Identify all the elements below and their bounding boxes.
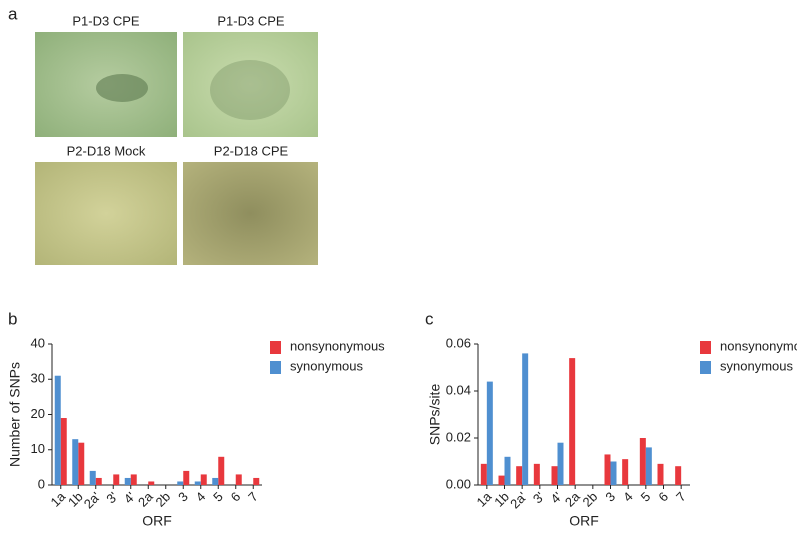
panel-label: a [8, 4, 18, 23]
bar [645, 447, 652, 485]
bar [124, 477, 131, 485]
micrograph [183, 32, 318, 137]
y-tick-label: 0.00 [446, 476, 471, 491]
y-tick-label: 0.04 [446, 382, 471, 397]
legend-swatch [700, 341, 711, 354]
x-tick-label: 4 [620, 489, 636, 505]
bar [569, 358, 576, 485]
bar [486, 381, 493, 485]
bar [533, 463, 540, 485]
bar [183, 470, 190, 485]
micrograph [183, 162, 318, 265]
bar [212, 477, 219, 485]
y-axis-label: SNPs/site [427, 384, 443, 446]
bar [557, 442, 564, 485]
x-tick-label: 7 [245, 489, 261, 505]
legend-label: nonsynonymous [290, 338, 385, 353]
bar [78, 442, 85, 485]
bar [235, 474, 242, 485]
y-tick-label: 0.06 [446, 335, 471, 350]
micrograph [35, 162, 177, 265]
x-tick-label: 5 [210, 489, 226, 505]
x-tick-label: 6 [655, 489, 671, 505]
cell-cluster [96, 74, 148, 102]
y-tick-label: 30 [31, 371, 45, 386]
bar [113, 474, 120, 485]
image-title: P2-D18 Mock [67, 143, 146, 158]
bar [522, 353, 529, 485]
bar [657, 463, 664, 485]
y-axis-label: Number of SNPs [7, 362, 23, 467]
bar [504, 456, 511, 485]
x-tick-label: 3 [602, 489, 618, 505]
y-tick-label: 10 [31, 441, 45, 456]
cell-cluster [210, 60, 290, 120]
x-tick-label: 3 [175, 489, 191, 505]
bar [480, 463, 487, 485]
bar [177, 481, 184, 485]
x-tick-label: 7 [673, 489, 689, 505]
x-axis-label: ORF [142, 513, 172, 529]
image-title: P1-D3 CPE [72, 13, 140, 28]
bar [498, 475, 505, 485]
x-tick-label: 5 [638, 489, 654, 505]
bar [200, 474, 207, 485]
image-title: P2-D18 CPE [214, 143, 289, 158]
bar [253, 477, 260, 485]
y-tick-label: 20 [31, 406, 45, 421]
legend-label: nonsynonymous [720, 338, 797, 353]
bar [194, 481, 201, 485]
y-tick-label: 40 [31, 335, 45, 350]
legend-label: synonymous [290, 358, 363, 373]
bar [622, 459, 629, 485]
bar [60, 418, 67, 485]
legend-label: synonymous [720, 358, 793, 373]
panel-label: b [8, 309, 17, 328]
bar [218, 456, 225, 485]
x-tick-label: 3' [103, 489, 120, 506]
legend-swatch [270, 361, 281, 374]
y-tick-label: 0 [38, 476, 45, 491]
x-tick-label: 2b [580, 489, 601, 510]
legend-swatch [700, 361, 711, 374]
bar [551, 466, 558, 485]
bar [610, 461, 617, 485]
image-title: P1-D3 CPE [217, 13, 285, 28]
bar [675, 466, 682, 485]
panel-label: c [425, 309, 434, 328]
bar [54, 375, 61, 485]
x-tick-label: 4 [193, 489, 209, 505]
bar [89, 470, 96, 485]
bar [130, 474, 137, 485]
bar [639, 438, 646, 485]
legend-swatch [270, 341, 281, 354]
x-tick-label: 2b [152, 489, 173, 510]
x-tick-label: 3' [530, 489, 547, 506]
bar [604, 454, 611, 485]
bar [72, 439, 79, 485]
bar [95, 477, 102, 485]
x-tick-label: 2a' [507, 489, 530, 512]
bar [516, 466, 523, 485]
x-tick-label: 6 [228, 489, 244, 505]
x-axis-label: ORF [569, 513, 599, 529]
y-tick-label: 0.02 [446, 429, 471, 444]
x-tick-label: 2a' [81, 489, 104, 512]
bar [148, 481, 155, 485]
